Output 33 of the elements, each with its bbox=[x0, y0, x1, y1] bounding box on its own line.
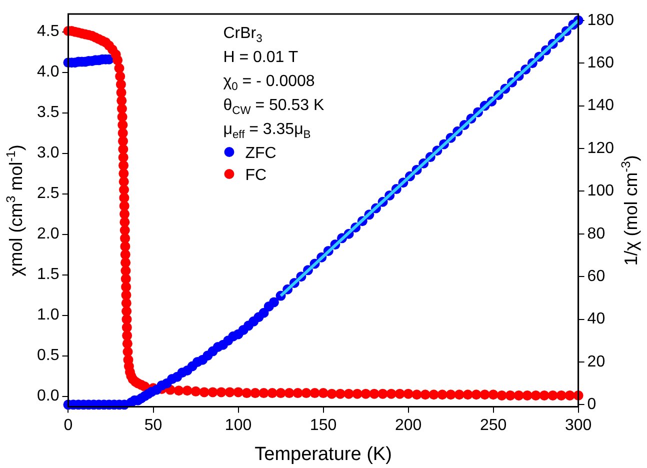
y-tick-label: 1.0 bbox=[36, 306, 60, 324]
y-axis-title: χmol (cm3 mol-1) bbox=[4, 144, 26, 276]
x-tick-label: 200 bbox=[394, 416, 422, 434]
y2-tick-label: 160 bbox=[587, 54, 614, 72]
y-tick-label: 0.0 bbox=[36, 388, 60, 405]
y-tick-label: 3.5 bbox=[36, 104, 60, 122]
y-tick-label: 1.5 bbox=[36, 266, 60, 284]
y-tick-label: 0.5 bbox=[36, 347, 60, 364]
x-tick-label: 50 bbox=[144, 416, 162, 434]
y-tick-label: 2.5 bbox=[36, 185, 60, 202]
x-tick-label: 100 bbox=[224, 416, 252, 434]
y2-tick-label: 20 bbox=[587, 353, 606, 370]
x-tick-label: 150 bbox=[310, 416, 337, 434]
y2-axis-title: 1/χ (mol cm-3) bbox=[618, 155, 641, 266]
y2-tick-label: 140 bbox=[587, 97, 614, 114]
y2-tick-label: 60 bbox=[587, 268, 606, 285]
legend-label: FC bbox=[245, 167, 267, 184]
y-tick-label: 2.0 bbox=[36, 226, 60, 243]
x-tick-label: 0 bbox=[64, 416, 73, 434]
y2-tick-label: 180 bbox=[587, 12, 614, 29]
x-tick-label: 250 bbox=[480, 416, 507, 434]
legend-label: ZFC bbox=[245, 145, 276, 162]
y2-tick-label: 80 bbox=[587, 225, 606, 242]
y2-tick-label: 100 bbox=[587, 182, 614, 200]
annotation: H = 0.01 T bbox=[223, 49, 298, 66]
y2-tick-label: 0 bbox=[587, 396, 596, 414]
y-tick-label: 3.0 bbox=[36, 144, 60, 162]
x-axis-title: Temperature (K) bbox=[254, 444, 392, 465]
x-tick-label: 300 bbox=[564, 416, 592, 434]
y2-tick-label: 40 bbox=[587, 310, 606, 328]
y2-tick-label: 120 bbox=[587, 140, 614, 157]
y-tick-label: 4.5 bbox=[36, 23, 60, 40]
y-tick-label: 4.0 bbox=[36, 64, 60, 81]
